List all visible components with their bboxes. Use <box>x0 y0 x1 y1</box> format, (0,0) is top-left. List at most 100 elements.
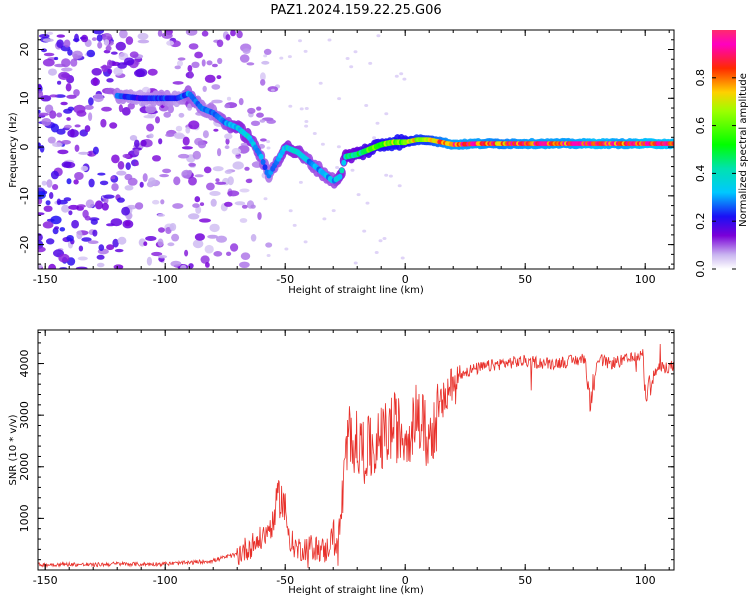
noise-blob <box>103 39 110 46</box>
spectrogram-xlabel: Height of straight line (km) <box>288 285 424 296</box>
noise-blob <box>192 239 204 249</box>
noise-blob <box>259 119 266 123</box>
noise-blob <box>86 49 96 58</box>
noise-blob <box>71 219 79 229</box>
noise-blob <box>384 173 389 177</box>
noise-blob <box>365 201 370 205</box>
noise-blob <box>192 203 200 208</box>
noise-blob <box>207 234 219 239</box>
noise-blob <box>265 242 273 248</box>
noise-blob <box>91 68 102 76</box>
noise-blob <box>181 169 192 179</box>
noise-blob <box>230 30 236 37</box>
noise-blob <box>137 39 150 44</box>
noise-blob <box>105 45 112 52</box>
noise-blob <box>38 212 45 216</box>
noise-blob <box>94 200 104 210</box>
noise-blob <box>117 236 127 245</box>
noise-blob <box>199 202 205 207</box>
noise-blob <box>64 124 72 129</box>
noise-blob <box>263 197 268 201</box>
noise-blob <box>58 253 70 263</box>
ridge-core <box>341 159 347 166</box>
noise-blob <box>41 48 47 53</box>
noise-blob <box>91 37 97 41</box>
noise-blob <box>109 122 118 129</box>
noise-blob <box>159 174 170 178</box>
noise-blob <box>216 235 227 243</box>
ridge-core <box>262 164 268 171</box>
noise-blob <box>38 246 46 253</box>
noise-blob <box>146 123 155 132</box>
noise-blob <box>162 168 172 174</box>
noise-blob <box>224 169 233 174</box>
x-tick-label: 100 <box>635 574 656 587</box>
noise-blob <box>42 221 54 229</box>
noise-blob <box>151 251 163 257</box>
noise-blob <box>148 177 156 186</box>
ridge-core <box>671 141 674 146</box>
noise-blob <box>181 146 193 150</box>
spectrogram-heatmap <box>38 30 674 269</box>
noise-blob <box>68 210 73 216</box>
noise-blob <box>211 99 223 104</box>
noise-blob <box>266 254 271 257</box>
noise-blob <box>38 109 41 114</box>
noise-blob <box>87 240 99 244</box>
noise-blob <box>260 72 266 81</box>
noise-blob <box>101 33 112 41</box>
noise-blob <box>117 62 127 69</box>
noise-blob <box>402 77 407 81</box>
noise-blob <box>111 183 119 192</box>
noise-blob <box>185 126 191 134</box>
noise-blob <box>256 112 264 118</box>
noise-blob <box>227 176 234 186</box>
noise-blob <box>140 139 147 147</box>
y-tick-label: -10 <box>18 187 31 205</box>
noise-blob <box>129 51 139 58</box>
noise-blob <box>41 118 52 126</box>
noise-blob <box>38 90 44 98</box>
noise-blob <box>92 30 104 35</box>
noise-blob <box>225 34 231 41</box>
colorbar-tick-label: 0.0 <box>694 260 707 278</box>
noise-blob <box>199 218 211 223</box>
noise-blob <box>45 200 51 206</box>
noise-blob <box>106 244 115 251</box>
noise-blob <box>177 60 183 67</box>
noise-blob <box>216 39 224 48</box>
noise-blob <box>194 196 201 203</box>
y-tick-label: 4000 <box>18 350 31 378</box>
noise-blob <box>266 119 277 124</box>
noise-blob <box>318 81 323 85</box>
noise-blob <box>110 51 118 55</box>
noise-blob <box>177 153 190 159</box>
noise-blob <box>146 256 152 266</box>
noise-blob <box>246 62 255 66</box>
noise-blob <box>194 51 204 59</box>
noise-blob <box>124 57 135 66</box>
noise-blob <box>56 198 62 206</box>
noise-blob <box>66 235 74 242</box>
noise-blob <box>263 54 268 58</box>
colorbar-tick-label: 0.8 <box>694 69 707 87</box>
noise-blob <box>178 112 185 118</box>
noise-blob <box>147 68 158 76</box>
noise-blob <box>74 124 81 128</box>
noise-blob <box>170 260 182 267</box>
noise-blob <box>157 238 164 247</box>
noise-blob <box>261 60 270 65</box>
snr-series-line <box>38 343 674 569</box>
spectrogram-frame <box>37 29 675 270</box>
ridge-core <box>339 167 345 174</box>
noise-blob <box>242 48 251 54</box>
noise-blob <box>331 209 336 213</box>
noise-blob <box>100 118 107 128</box>
noise-blob <box>107 68 113 75</box>
noise-blob <box>60 101 68 106</box>
noise-blob <box>46 238 55 245</box>
noise-blob <box>42 58 55 67</box>
noise-blob <box>175 125 183 132</box>
noise-blob <box>224 145 230 150</box>
noise-blob <box>41 180 47 186</box>
